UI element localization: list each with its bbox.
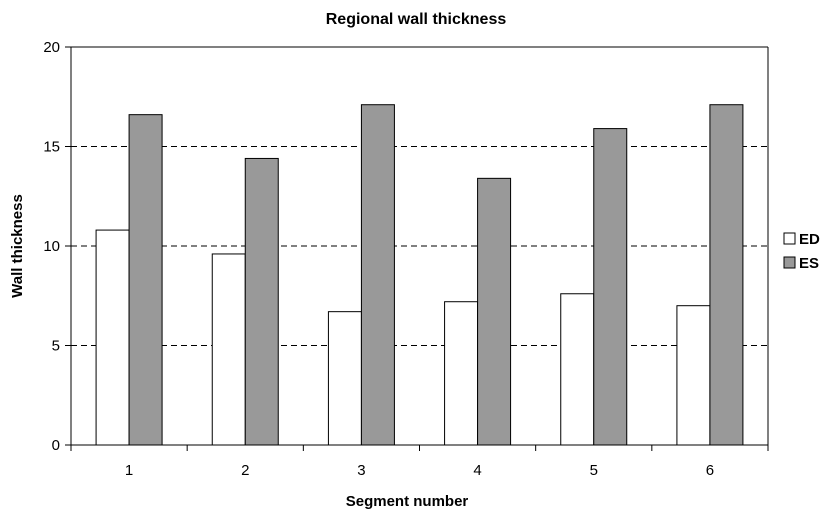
- y-tick-label: 15: [43, 139, 60, 156]
- bar-ed-2: [211, 253, 246, 446]
- bar-es-5: [593, 128, 628, 446]
- grid-lines: [71, 46, 768, 346]
- axes: 0 5 10 15 20 1 2 3 4 5 6: [43, 39, 769, 479]
- bar-es-1: [128, 114, 163, 446]
- bar-ed-3: [327, 311, 362, 446]
- y-tick-label: 10: [43, 238, 60, 255]
- bars: [95, 104, 744, 446]
- x-axis-title: Segment number: [346, 493, 469, 510]
- y-tick-label: 20: [43, 39, 60, 56]
- bar-ed-6: [676, 305, 711, 446]
- bar-es-3: [360, 104, 395, 446]
- legend-swatch-es: [783, 256, 796, 269]
- x-tick-label: 6: [706, 462, 714, 479]
- bar-ed-1: [95, 229, 130, 446]
- legend-label-es: ES: [799, 255, 819, 272]
- legend-label-ed: ED: [799, 231, 820, 248]
- x-tick-label: 3: [357, 462, 365, 479]
- bar-ed-5: [560, 293, 595, 446]
- legend-swatch-ed: [783, 232, 796, 245]
- y-tick-label: 0: [52, 437, 60, 454]
- bar-ed-4: [444, 301, 479, 446]
- y-axis-title: Wall thickness: [9, 194, 26, 298]
- y-tick-label: 5: [52, 338, 60, 355]
- x-tick-label: 1: [125, 462, 133, 479]
- x-tick-label: 4: [473, 462, 481, 479]
- x-tick-label: 5: [590, 462, 598, 479]
- x-tick-label: 2: [241, 462, 249, 479]
- bar-es-6: [709, 104, 744, 446]
- bar-es-4: [477, 177, 512, 446]
- legend: ED ES: [783, 231, 820, 272]
- chart-title: Regional wall thickness: [326, 11, 507, 28]
- bar-es-2: [244, 157, 279, 446]
